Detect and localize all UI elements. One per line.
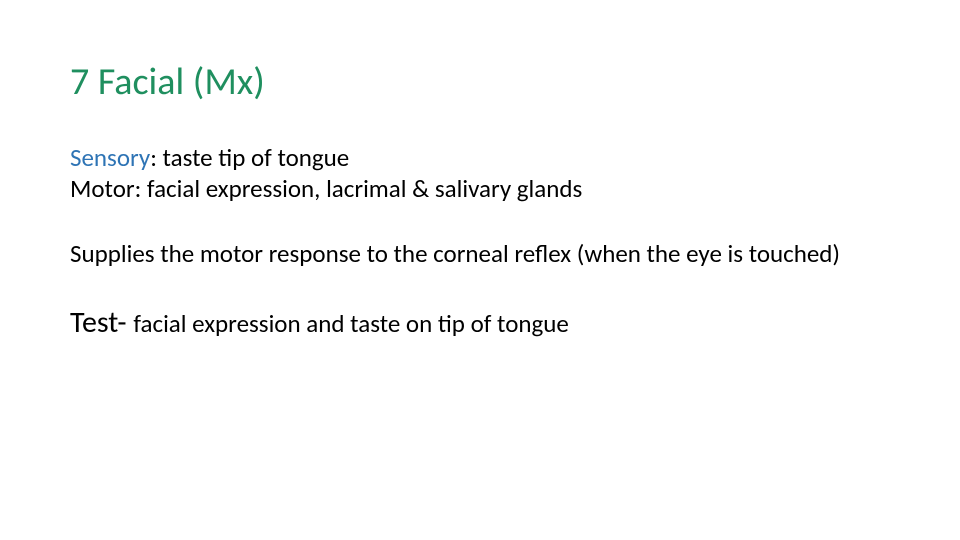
motor-line: Motor: facial expression, lacrimal & sal… — [70, 173, 890, 204]
motor-label: Motor — [70, 173, 135, 204]
test-label: Test- — [70, 304, 133, 341]
sensory-line: Sensory: taste tip of tongue — [70, 142, 890, 173]
test-text: facial expression and taste on tip of to… — [133, 308, 568, 339]
motor-text: : facial expression, lacrimal & salivary… — [135, 173, 583, 204]
slide-title: 7 Facial (Mx) — [70, 62, 890, 104]
sensory-text: : taste tip of tongue — [150, 142, 349, 173]
supplies-line: Supplies the motor response to the corne… — [70, 238, 890, 269]
sensory-label: Sensory — [70, 142, 150, 173]
slide: 7 Facial (Mx) Sensory: taste tip of tong… — [0, 0, 960, 540]
slide-body: Sensory: taste tip of tongue Motor: faci… — [70, 142, 890, 341]
test-line: Test- facial expression and taste on tip… — [70, 304, 890, 342]
